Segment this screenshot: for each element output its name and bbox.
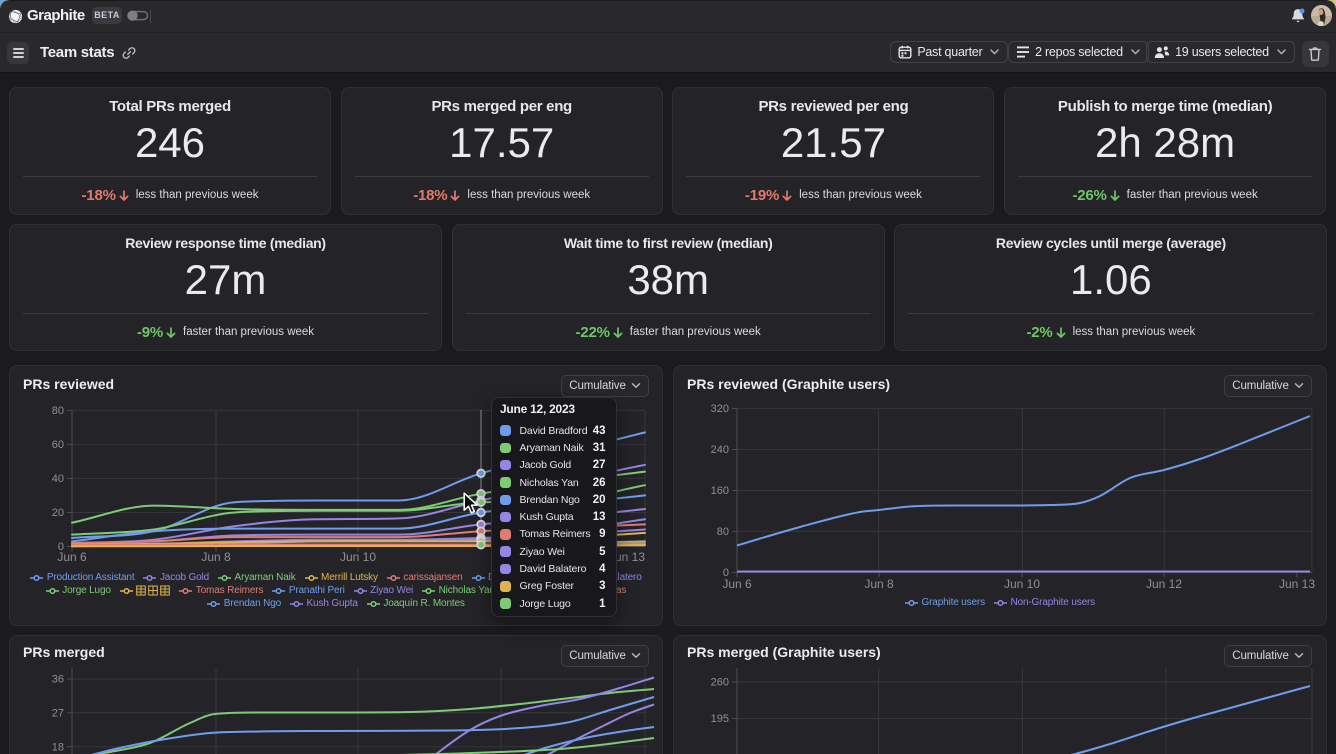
svg-text:320: 320 xyxy=(711,403,729,415)
svg-text:Jun 8: Jun 8 xyxy=(201,550,231,564)
svg-text:0: 0 xyxy=(58,541,64,553)
svg-text:36: 36 xyxy=(52,674,64,686)
svg-text:27: 27 xyxy=(52,707,64,719)
svg-text:18: 18 xyxy=(52,741,64,753)
svg-text:Jun 10: Jun 10 xyxy=(340,550,376,564)
svg-text:0: 0 xyxy=(723,567,729,579)
svg-text:80: 80 xyxy=(52,405,64,417)
svg-text:Jun 13: Jun 13 xyxy=(1279,577,1315,591)
svg-text:Jun 6: Jun 6 xyxy=(722,577,752,591)
svg-text:240: 240 xyxy=(711,444,729,456)
svg-text:195: 195 xyxy=(711,713,729,725)
svg-text:20: 20 xyxy=(52,507,64,519)
svg-text:40: 40 xyxy=(52,473,64,485)
svg-text:Jun 13: Jun 13 xyxy=(609,550,645,564)
svg-text:160: 160 xyxy=(711,485,729,497)
svg-text:Jun 6: Jun 6 xyxy=(57,550,87,564)
svg-text:Jun 12: Jun 12 xyxy=(1146,577,1182,591)
svg-text:260: 260 xyxy=(711,677,729,689)
svg-text:Jun 10: Jun 10 xyxy=(1004,577,1040,591)
svg-text:Jun 8: Jun 8 xyxy=(864,577,894,591)
svg-text:60: 60 xyxy=(52,439,64,451)
svg-text:80: 80 xyxy=(717,526,729,538)
